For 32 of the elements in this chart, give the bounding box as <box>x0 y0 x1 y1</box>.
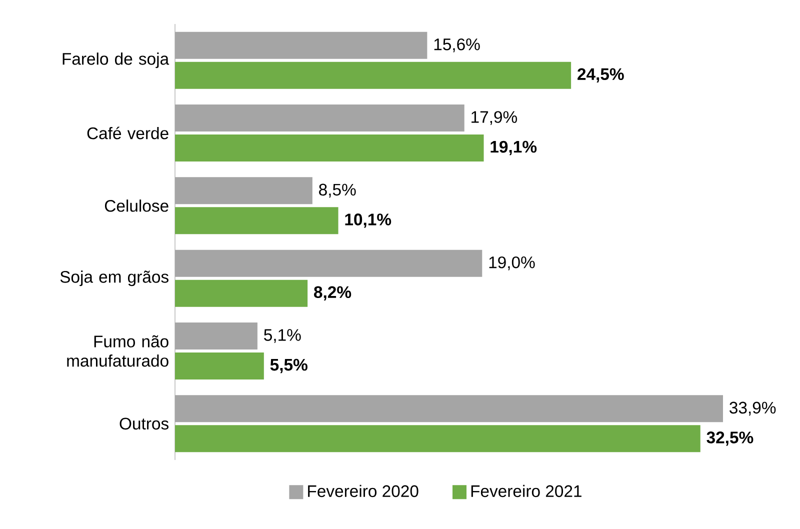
y-tick-label: Farelo de soja <box>62 52 170 68</box>
bar <box>175 250 482 277</box>
data-label: 15,6% <box>434 38 480 52</box>
data-label: 33,9% <box>730 402 776 416</box>
bar <box>175 207 338 234</box>
data-label: 8,2% <box>314 286 352 300</box>
data-label: 19,1% <box>490 140 537 156</box>
data-label: 17,9% <box>472 111 518 125</box>
legend-label: Fevereiro 2021 <box>471 484 582 498</box>
bar <box>175 32 428 59</box>
bar <box>175 280 308 307</box>
data-label: 32,5% <box>706 432 754 446</box>
bar <box>175 395 724 422</box>
bar <box>175 104 464 132</box>
y-tick-label: Café verde <box>87 126 168 140</box>
data-label: 19,0% <box>489 256 535 270</box>
bar <box>175 177 312 204</box>
bar <box>175 62 572 89</box>
bar <box>175 134 484 162</box>
y-tick-label: Soja em grãos <box>60 270 168 286</box>
y-tick-label: Fumo não manufaturado <box>67 335 168 367</box>
bar <box>175 425 700 452</box>
bar <box>175 352 264 380</box>
data-label: 10,1% <box>345 214 392 228</box>
legend-label: Fevereiro 2020 <box>308 484 418 498</box>
data-label: 5,5% <box>270 358 308 374</box>
bar <box>175 322 258 350</box>
data-label: 24,5% <box>578 68 624 82</box>
y-tick-label: Outros <box>120 418 168 430</box>
data-label: 8,5% <box>319 184 356 198</box>
data-label: 5,1% <box>264 329 301 343</box>
y-tick-label: Celulose <box>104 200 168 212</box>
